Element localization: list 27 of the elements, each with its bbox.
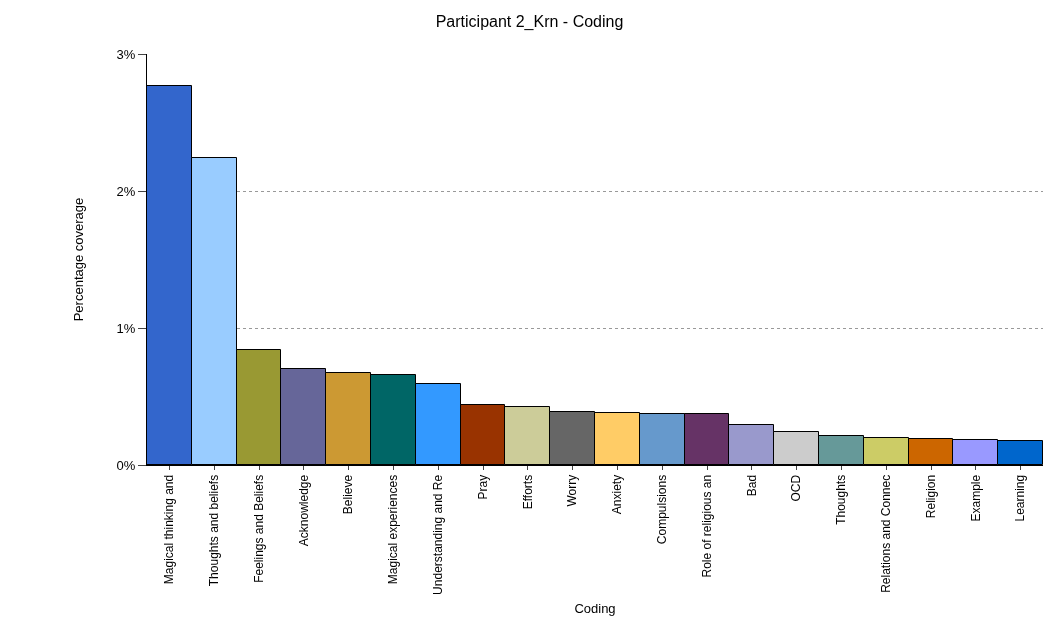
x-tick-label: Compulsions (655, 474, 670, 545)
x-tick-label: Pray (475, 474, 490, 500)
x-tick-label: Anxiety (610, 474, 625, 515)
x-tick-label: Example (968, 474, 983, 522)
x-tick-label: OCD (789, 474, 804, 502)
chart-title: Participant 2_Krn - Coding (435, 12, 624, 31)
x-tick-label: Worry (565, 474, 580, 507)
y-tick-label: 0% (116, 457, 136, 473)
x-tick-label: Relations and Connec (879, 474, 894, 593)
x-tick-label: Thoughts and beliefs (207, 474, 222, 587)
x-tick-label: Thoughts (834, 474, 849, 525)
x-axis-title: Coding (574, 601, 616, 617)
y-tick-label: 1% (116, 320, 136, 336)
x-tick-label: Bad (744, 474, 759, 497)
x-tick-label: Efforts (520, 474, 535, 510)
x-tick-label: Learning (1013, 474, 1028, 522)
x-tick-label: Role of religious an (699, 474, 714, 578)
x-tick-label: Feelings and Beliefs (251, 474, 266, 583)
x-tick-label: Acknowledge (296, 474, 311, 547)
x-tick-label: Magical experiences (386, 474, 401, 585)
x-tick-label: Believe (341, 474, 356, 515)
y-axis-title: Percentage coverage (70, 197, 86, 322)
y-tick-label: 2% (116, 183, 136, 199)
x-tick-label: Understanding and Re (431, 474, 446, 595)
y-tick-label: 3% (116, 46, 136, 62)
x-tick-label: Religion (923, 474, 938, 519)
x-tick-label: Magical thinking and (162, 474, 177, 585)
